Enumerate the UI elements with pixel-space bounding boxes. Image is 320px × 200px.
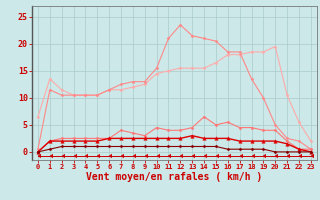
X-axis label: Vent moyen/en rafales ( km/h ): Vent moyen/en rafales ( km/h )	[86, 172, 262, 182]
